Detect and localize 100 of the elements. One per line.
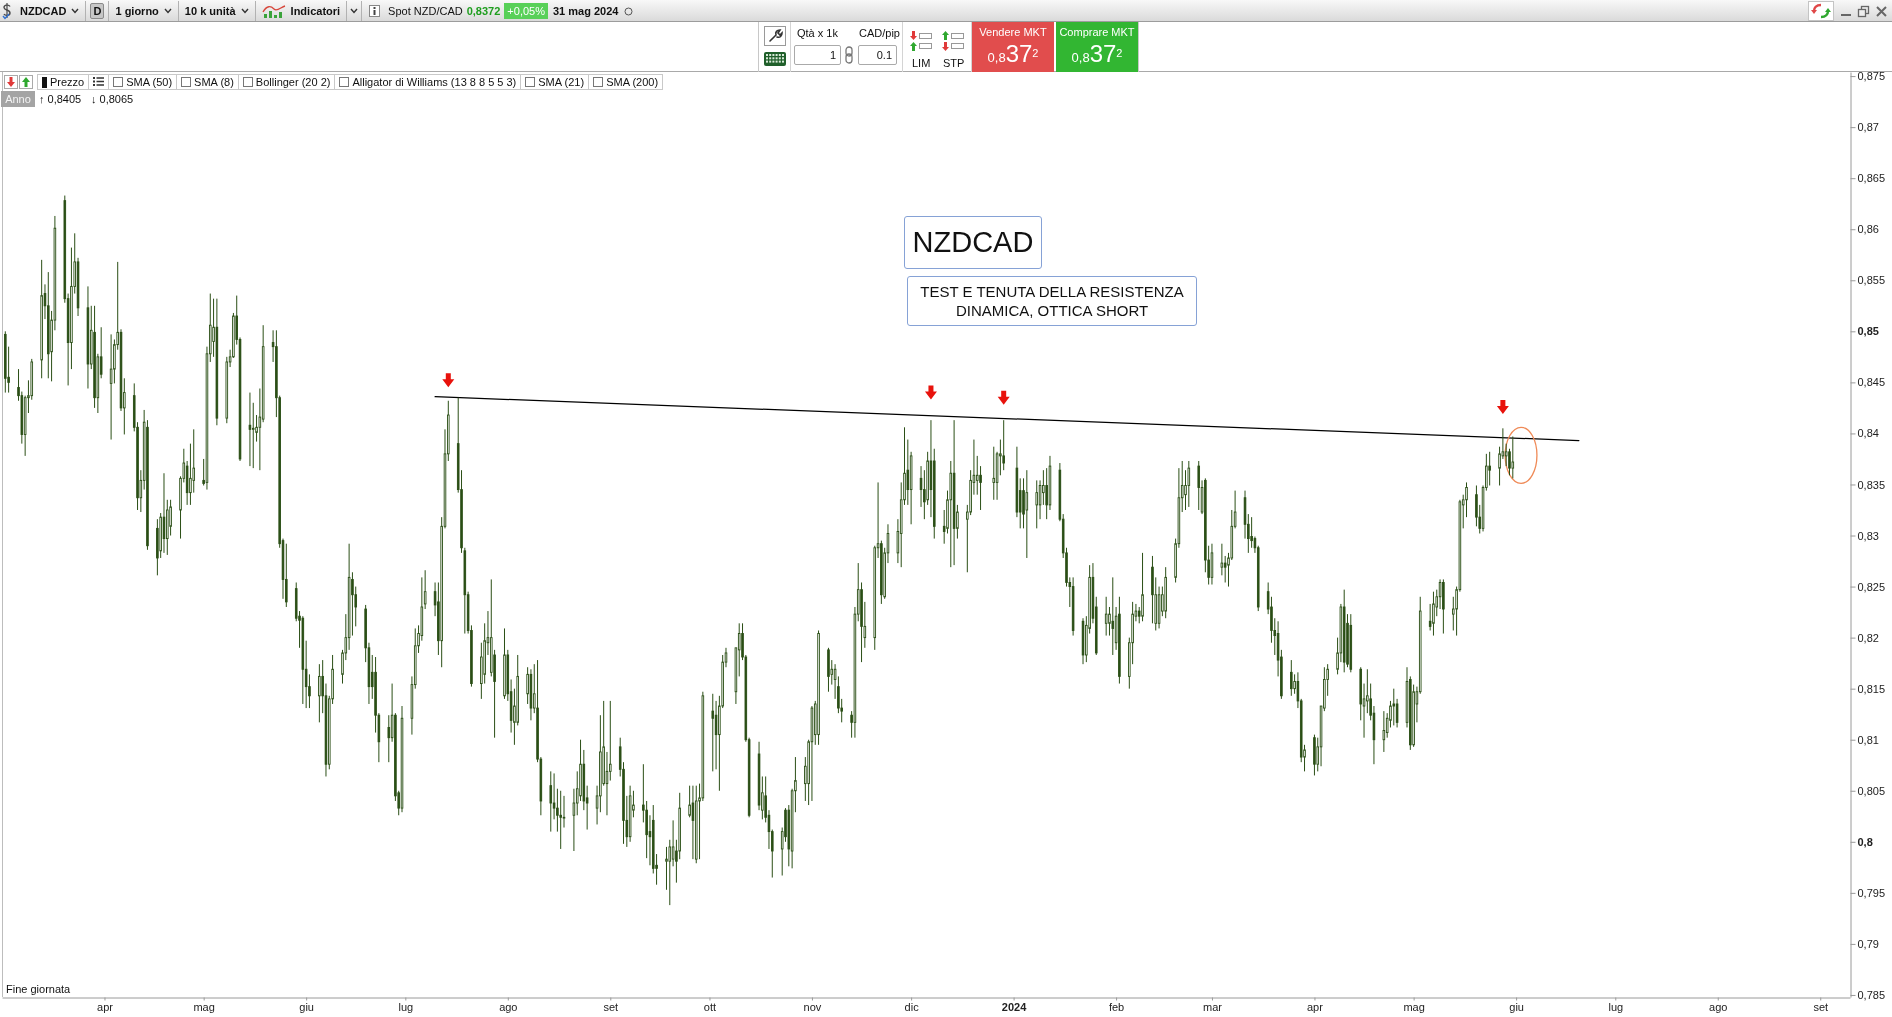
candlestick	[1002, 419, 1005, 471]
y-tick-label: 0,82	[1857, 631, 1879, 644]
candlestick	[572, 788, 576, 852]
x-tick-label: feb	[1108, 1001, 1125, 1014]
candlestick	[248, 392, 252, 467]
x-tick-label: set	[603, 1001, 619, 1014]
candlestick	[1382, 710, 1386, 753]
annotation: Alligator di Williams (13 8 8 5 5 3)	[352, 76, 517, 88]
candlestick	[1035, 479, 1039, 529]
y-tick-label: 0,825	[1857, 580, 1886, 593]
y-tick-label: 0,83	[1857, 529, 1879, 542]
candlestick	[1392, 688, 1396, 726]
candlestick	[423, 569, 427, 610]
candlestick	[318, 663, 321, 723]
x-tick-label: mag	[1403, 1001, 1425, 1014]
text: 31 mag 2024	[552, 5, 619, 17]
candlestick	[559, 790, 562, 850]
x-tick-label: set	[1813, 1001, 1829, 1014]
candlestick	[1141, 552, 1144, 622]
sell-button: Vendere MKT 0,837$^{2}$	[972, 22, 1054, 72]
annotation: SMA (8)	[194, 76, 234, 88]
candlestick	[1250, 516, 1253, 549]
candlestick	[714, 700, 718, 770]
text: 0,8372	[466, 5, 501, 17]
candlestick	[1104, 596, 1108, 637]
annotation: SMA (21)	[538, 76, 585, 88]
candlestick	[1197, 460, 1201, 511]
annotation: Prezzo	[50, 76, 85, 88]
text: Qtà x 1k	[797, 27, 838, 39]
buy-button: Comprare MKT 0,837$^{2}$	[1056, 22, 1138, 72]
y-tick-label: 0,795	[1857, 886, 1886, 899]
candlestick	[1220, 543, 1224, 576]
y-tick-label: 0,845	[1857, 376, 1886, 389]
units-dropdown: 10 k unità	[178, 1, 256, 21]
pip-field: 0.1	[858, 45, 897, 65]
text: Spot NZD/CAD	[388, 5, 463, 17]
quantity-field: 1	[794, 45, 841, 65]
candlestick	[665, 846, 668, 891]
text: +0,05%	[504, 3, 548, 19]
candlestick	[975, 455, 979, 496]
x-tick-label: apr	[1306, 1001, 1324, 1014]
annotation: SMA (200)	[606, 76, 659, 88]
symbol-dropdown: NZDCAD	[14, 1, 87, 21]
indicators-button: Indicatori	[255, 1, 348, 21]
candlestick	[562, 795, 566, 829]
candlestick	[251, 402, 255, 469]
annotation: ↓ 0,8065	[91, 93, 134, 105]
candlestick	[1504, 443, 1508, 467]
text: CAD/pip	[859, 27, 900, 39]
annotation: Bollinger (20 2)	[255, 76, 331, 88]
y-tick-label: 0,835	[1857, 478, 1886, 491]
badge: Anno	[1, 91, 35, 107]
toggle: Prezzo	[37, 74, 90, 90]
candlestick	[688, 785, 691, 818]
candlestick	[1432, 591, 1435, 637]
y-tick-label: 0,8	[1857, 835, 1873, 848]
button: D	[90, 3, 105, 19]
candlestick	[1045, 467, 1048, 520]
y-tick-label: 0,79	[1857, 937, 1879, 950]
y-tick-label: 0,86	[1857, 223, 1879, 236]
x-tick-label: giu	[299, 1001, 314, 1014]
text: LIM	[912, 57, 931, 69]
candlestick	[1395, 698, 1399, 728]
candlestick	[1438, 578, 1442, 610]
candlestick	[1488, 451, 1491, 486]
candlestick	[549, 770, 553, 833]
timeframe-dropdown: 1 giorno	[108, 1, 179, 21]
candlestick	[1025, 469, 1029, 559]
x-tick-label: nov	[803, 1001, 822, 1014]
text: NZDCAD	[904, 216, 1042, 269]
x-tick-label: apr	[97, 1001, 114, 1014]
candlestick	[387, 714, 391, 763]
x-tick-label: mar	[1202, 1001, 1223, 1014]
y-tick-label: 0,815	[1857, 682, 1886, 695]
x-tick-label: lug	[398, 1001, 414, 1014]
candlestick	[1511, 435, 1515, 479]
toggle: SMA (21)	[520, 74, 590, 90]
x-tick-label: dic	[904, 1001, 920, 1014]
y-tick-label: 0,81	[1857, 733, 1879, 746]
x-tick-label: mag	[193, 1001, 215, 1014]
y-tick-label: 0,84	[1857, 427, 1879, 440]
y-tick-label: 0,865	[1857, 172, 1886, 185]
candlestick	[1187, 460, 1191, 508]
annotation: TEST E TENUTA DELLA RESISTENZA DINAMICA, OTTICA SHORT	[907, 276, 1197, 326]
toggle: SMA (200)	[588, 74, 664, 90]
x-tick-label: giu	[1509, 1001, 1524, 1014]
toggle: SMA (8)	[176, 74, 239, 90]
toggle: SMA (50)	[108, 74, 178, 90]
candlestick	[285, 543, 288, 608]
candlestick	[351, 571, 354, 637]
x-tick-label: lug	[1608, 1001, 1624, 1014]
y-tick-label: 0,805	[1857, 784, 1886, 797]
text: STP	[943, 57, 965, 69]
toggle: Alligator di Williams (13 8 8 5 5 3)	[334, 74, 522, 90]
annotation: Fine giornata	[6, 983, 71, 995]
candlestick	[1223, 555, 1227, 583]
y-tick-label: 0,855	[1857, 274, 1886, 287]
candlestick	[691, 785, 695, 860]
x-tick-label: 2024	[1001, 1001, 1028, 1014]
candlestick	[1290, 659, 1293, 697]
